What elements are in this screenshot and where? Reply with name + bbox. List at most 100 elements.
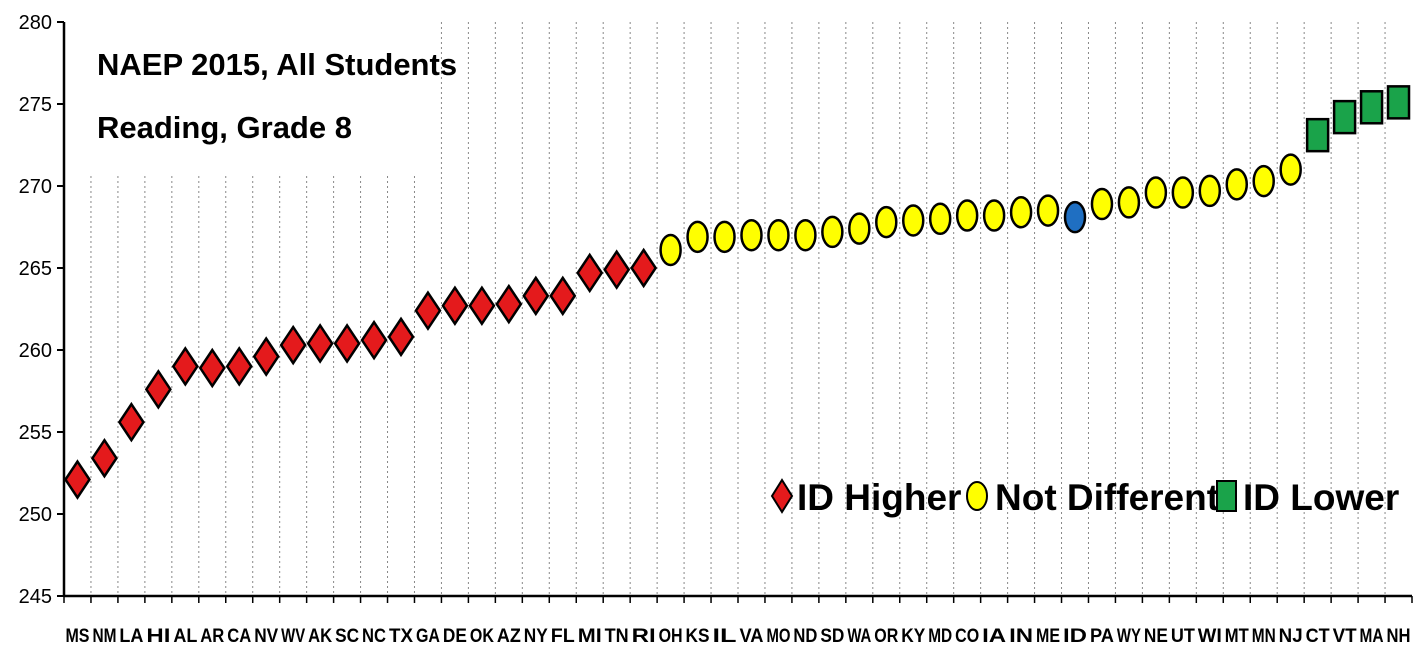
legend-circle-marker (966, 481, 988, 511)
x-category-label: NM (92, 626, 116, 647)
data-point-circle (1009, 195, 1033, 229)
data-point-diamond (522, 275, 550, 317)
data-point-diamond (495, 283, 523, 325)
y-tick-labels: 245 250 255 260 265 270 275 280 (19, 12, 64, 608)
data-markers (63, 85, 1411, 500)
x-category-label: FL (551, 626, 575, 647)
data-point-circle (955, 199, 979, 232)
x-category-label: MT (1225, 626, 1249, 647)
data-point-circle (875, 205, 898, 239)
x-category-label: OK (470, 626, 494, 647)
x-category-label: VT (1333, 626, 1357, 647)
x-category-label: VA (739, 626, 763, 647)
data-point-circle (686, 220, 709, 254)
data-point-diamond (144, 369, 172, 410)
data-point-circle (1171, 176, 1195, 209)
y-tick-label: 250 (19, 504, 52, 526)
x-category-label: WV (281, 626, 305, 647)
x-category-label: MS (65, 626, 89, 647)
x-category-label: SD (820, 626, 844, 647)
data-point-diamond (360, 319, 388, 361)
data-point-diamond (414, 290, 442, 331)
x-category-label: ME (1036, 626, 1060, 647)
x-category-label: ID (1063, 626, 1087, 647)
y-tick-label: 260 (19, 340, 52, 362)
x-category-label: MO (766, 626, 790, 647)
data-point-diamond (171, 346, 199, 387)
legend-diamond-marker (770, 478, 794, 514)
data-point-diamond (576, 252, 604, 294)
x-category-label: LA (119, 626, 143, 647)
x-category-label: TX (389, 626, 413, 647)
data-point-circle (1144, 176, 1168, 209)
legend-label-higher: ID Higher (797, 477, 961, 518)
data-point-square (1359, 90, 1384, 125)
data-point-diamond (198, 347, 226, 389)
x-category-label: WA (847, 626, 871, 647)
data-point-diamond (252, 336, 280, 377)
data-point-circle (821, 215, 844, 249)
legend-label-lower: ID Lower (1243, 477, 1399, 518)
x-category-label: SC (335, 626, 359, 647)
x-category-label: NV (254, 626, 278, 647)
data-point-circle (794, 218, 817, 252)
x-category-label: NE (1144, 626, 1168, 647)
title-block: NAEP 2015, All Students Reading, Grade 8 (97, 47, 457, 145)
y-tick-label: 275 (19, 94, 52, 116)
y-tick-label: 245 (19, 586, 52, 608)
x-category-label: MN (1252, 626, 1276, 647)
data-point-circle (713, 220, 736, 254)
data-point-diamond (603, 249, 631, 290)
x-category-label: NC (362, 626, 386, 647)
x-category-label: KS (686, 626, 710, 647)
data-point-circle (1117, 186, 1141, 219)
data-point-circle (848, 212, 871, 245)
x-category-label: GA (416, 626, 440, 647)
data-point-circle (1279, 153, 1302, 186)
x-category-labels: MS NM LA HI AL AR CA NV WV AK SC NC TX GA DE OK AZ NY FL MI… (63, 596, 1413, 647)
data-point-circle (740, 218, 763, 252)
y-tick-label: 265 (19, 258, 52, 280)
x-category-label: IA (982, 626, 1006, 647)
x-category-label: AK (308, 626, 332, 647)
x-category-label: AR (200, 626, 224, 647)
data-point-diamond (90, 437, 118, 479)
data-point-diamond (387, 316, 415, 358)
x-category-label: TN (605, 626, 629, 647)
x-category-label: MI (578, 626, 602, 647)
x-category-label: NH (1387, 626, 1411, 647)
x-category-label: NJ (1279, 626, 1303, 647)
x-category-label: DE (443, 626, 467, 647)
x-category-label: MD (928, 626, 952, 647)
x-category-label: OH (659, 626, 683, 647)
x-category-label: HI (146, 626, 170, 647)
data-point-square (1332, 99, 1357, 135)
data-point-id (1063, 200, 1087, 234)
x-category-label: OR (874, 626, 898, 647)
y-tick-label: 255 (19, 422, 52, 444)
data-point-diamond (63, 459, 91, 500)
data-point-diamond (630, 247, 658, 289)
x-category-label: WY (1117, 626, 1141, 647)
x-category-label: CO (955, 626, 979, 647)
x-category-label: PA (1090, 626, 1114, 647)
grid-layer (90, 22, 1386, 596)
data-point-circle (767, 218, 790, 252)
legend-item-lower: ID Lower (1216, 477, 1399, 518)
data-point-circle (659, 233, 682, 267)
data-point-diamond (549, 275, 577, 317)
data-point-square (1305, 117, 1330, 153)
x-category-label: AL (173, 626, 197, 647)
x-category-label: WI (1198, 626, 1222, 647)
x-category-label: MA (1360, 626, 1384, 647)
x-category-label: NY (524, 626, 548, 647)
data-point-square (1386, 85, 1411, 120)
legend-label-same: Not Different (995, 477, 1219, 518)
x-category-label: CT (1306, 626, 1330, 647)
data-point-circle (901, 204, 925, 237)
data-point-circle (928, 202, 952, 236)
data-point-circle (1198, 174, 1222, 208)
chart-title: NAEP 2015, All Students (97, 47, 457, 82)
